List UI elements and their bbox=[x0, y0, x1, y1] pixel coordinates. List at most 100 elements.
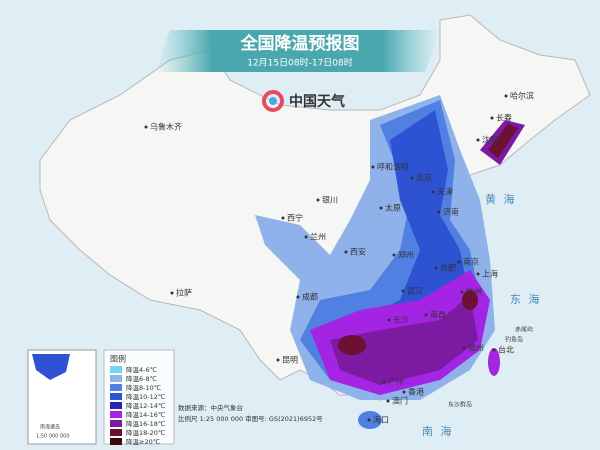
legend-label: 降温8-10℃ bbox=[126, 383, 161, 392]
city-dot bbox=[371, 165, 375, 169]
city-dot bbox=[492, 348, 496, 352]
city-dot bbox=[434, 266, 438, 270]
legend-label: 降温4-6℃ bbox=[126, 365, 157, 374]
title-banner bbox=[155, 30, 440, 72]
legend-swatch bbox=[110, 375, 122, 382]
city-label: 哈尔滨 bbox=[510, 91, 534, 101]
city-label: 银川 bbox=[322, 195, 338, 205]
city-label: 杭州 bbox=[466, 287, 482, 297]
legend-title: 图例 bbox=[110, 354, 126, 364]
city-dot bbox=[387, 318, 391, 322]
city-label: 福州 bbox=[468, 344, 484, 353]
city-dot bbox=[424, 313, 428, 317]
city-label: 广州 bbox=[388, 377, 404, 387]
legend-swatch bbox=[110, 429, 122, 436]
city-label: 太原 bbox=[385, 203, 401, 213]
legend-label: 降温6-8℃ bbox=[126, 374, 157, 383]
source: 数据来源：中央气象台 bbox=[178, 403, 243, 412]
city-label: 澳门 bbox=[392, 396, 408, 406]
inset-scale: 1:50 000 000 bbox=[36, 434, 70, 440]
legend-swatch bbox=[110, 393, 122, 400]
city-label: 长沙 bbox=[393, 315, 409, 325]
legend-label: 降温≥20℃ bbox=[126, 437, 160, 446]
legend-label: 降温12-14℃ bbox=[126, 401, 165, 410]
city-label: 南昌 bbox=[430, 310, 446, 320]
city-dot bbox=[382, 380, 386, 384]
city-dot bbox=[402, 390, 406, 394]
city-label: 台北 bbox=[498, 345, 514, 355]
legend-label: 降温14-16℃ bbox=[126, 410, 165, 419]
source: 比例尺 1:25 000 000 审图号: GS(2021)6952号 bbox=[178, 414, 323, 423]
title: 全国降温预报图 bbox=[240, 33, 360, 54]
cooling-zone bbox=[330, 295, 478, 385]
city-dot bbox=[304, 235, 308, 239]
city-dot bbox=[367, 418, 371, 422]
logo-icon bbox=[269, 97, 277, 105]
legend-swatch bbox=[110, 411, 122, 418]
island-label: 东沙群岛 bbox=[448, 401, 472, 409]
legend-swatch bbox=[110, 438, 122, 445]
city-label: 昆明 bbox=[282, 356, 298, 365]
sea-label: 南 海 bbox=[422, 424, 454, 438]
island-label: 赤尾屿 bbox=[515, 326, 533, 334]
city-label: 合肥 bbox=[440, 263, 456, 273]
city-dot bbox=[386, 399, 390, 403]
inset-land bbox=[32, 354, 70, 380]
cooling-zone bbox=[338, 335, 366, 355]
city-dot bbox=[170, 291, 174, 295]
city-dot bbox=[462, 346, 466, 350]
legend-swatch bbox=[110, 384, 122, 391]
city-label: 乌鲁木齐 bbox=[150, 122, 182, 132]
city-dot bbox=[490, 116, 494, 120]
city-dot bbox=[281, 216, 285, 220]
city-dot bbox=[316, 198, 320, 202]
city-dot bbox=[504, 94, 508, 98]
city-label: 西宁 bbox=[287, 213, 303, 223]
city-dot bbox=[476, 272, 480, 276]
city-label: 长春 bbox=[496, 113, 512, 123]
cooling-zone bbox=[488, 124, 518, 158]
city-label: 武汉 bbox=[407, 286, 423, 296]
city-dot bbox=[401, 289, 405, 293]
city-dot bbox=[437, 210, 441, 214]
taiwan bbox=[488, 348, 500, 376]
city-label: 济南 bbox=[443, 207, 459, 217]
city-label: 南京 bbox=[463, 257, 479, 267]
cooling-zone bbox=[462, 290, 478, 310]
city-label: 上海 bbox=[482, 269, 498, 279]
city-dot bbox=[344, 250, 348, 254]
island-label: 钓鱼岛 bbox=[505, 336, 523, 344]
city-dot bbox=[476, 138, 480, 142]
city-dot bbox=[144, 125, 148, 129]
city-label: 西安 bbox=[350, 247, 366, 257]
legend-items: 降温4-6℃降温6-8℃降温8-10℃降温10-12℃降温12-14℃降温14-… bbox=[110, 365, 165, 446]
city-label: 兰州 bbox=[310, 232, 326, 242]
city-label: 香港 bbox=[408, 387, 424, 397]
city-label: 沈阳 bbox=[482, 135, 498, 145]
legend-swatch bbox=[110, 402, 122, 409]
legend-label: 降温16-18℃ bbox=[126, 419, 165, 428]
city-dot bbox=[457, 260, 461, 264]
subtitle: 12月15日08时-17日08时 bbox=[247, 57, 353, 69]
city-dot bbox=[410, 176, 414, 180]
sea-label: 黄 海 bbox=[485, 192, 517, 206]
city-dot bbox=[276, 358, 280, 362]
city-dot bbox=[431, 190, 435, 194]
city-dot bbox=[460, 290, 464, 294]
city-label: 北京 bbox=[416, 173, 432, 183]
city-label: 海口 bbox=[373, 415, 389, 425]
legend-label: 降温18-20℃ bbox=[126, 428, 165, 437]
legend-label: 降温10-12℃ bbox=[126, 392, 165, 401]
legend-swatch bbox=[110, 366, 122, 373]
city-label: 拉萨 bbox=[176, 288, 192, 298]
city-label: 呼和浩特 bbox=[377, 162, 409, 172]
logo-text: 中国天气 bbox=[289, 93, 345, 110]
city-label: 郑州 bbox=[398, 250, 414, 260]
logo-icon bbox=[262, 90, 284, 112]
city-dot bbox=[392, 253, 396, 257]
inset-title: 南海诸岛 bbox=[40, 424, 60, 431]
sea-label: 东 海 bbox=[510, 292, 542, 306]
city-dot bbox=[379, 206, 383, 210]
